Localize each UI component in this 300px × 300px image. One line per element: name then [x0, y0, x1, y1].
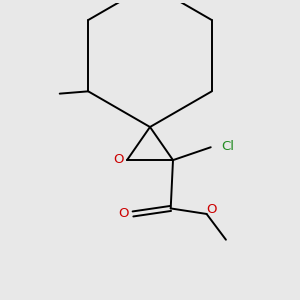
- Text: O: O: [113, 153, 124, 166]
- Text: O: O: [206, 203, 216, 216]
- Text: Cl: Cl: [221, 140, 234, 153]
- Text: O: O: [118, 207, 129, 220]
